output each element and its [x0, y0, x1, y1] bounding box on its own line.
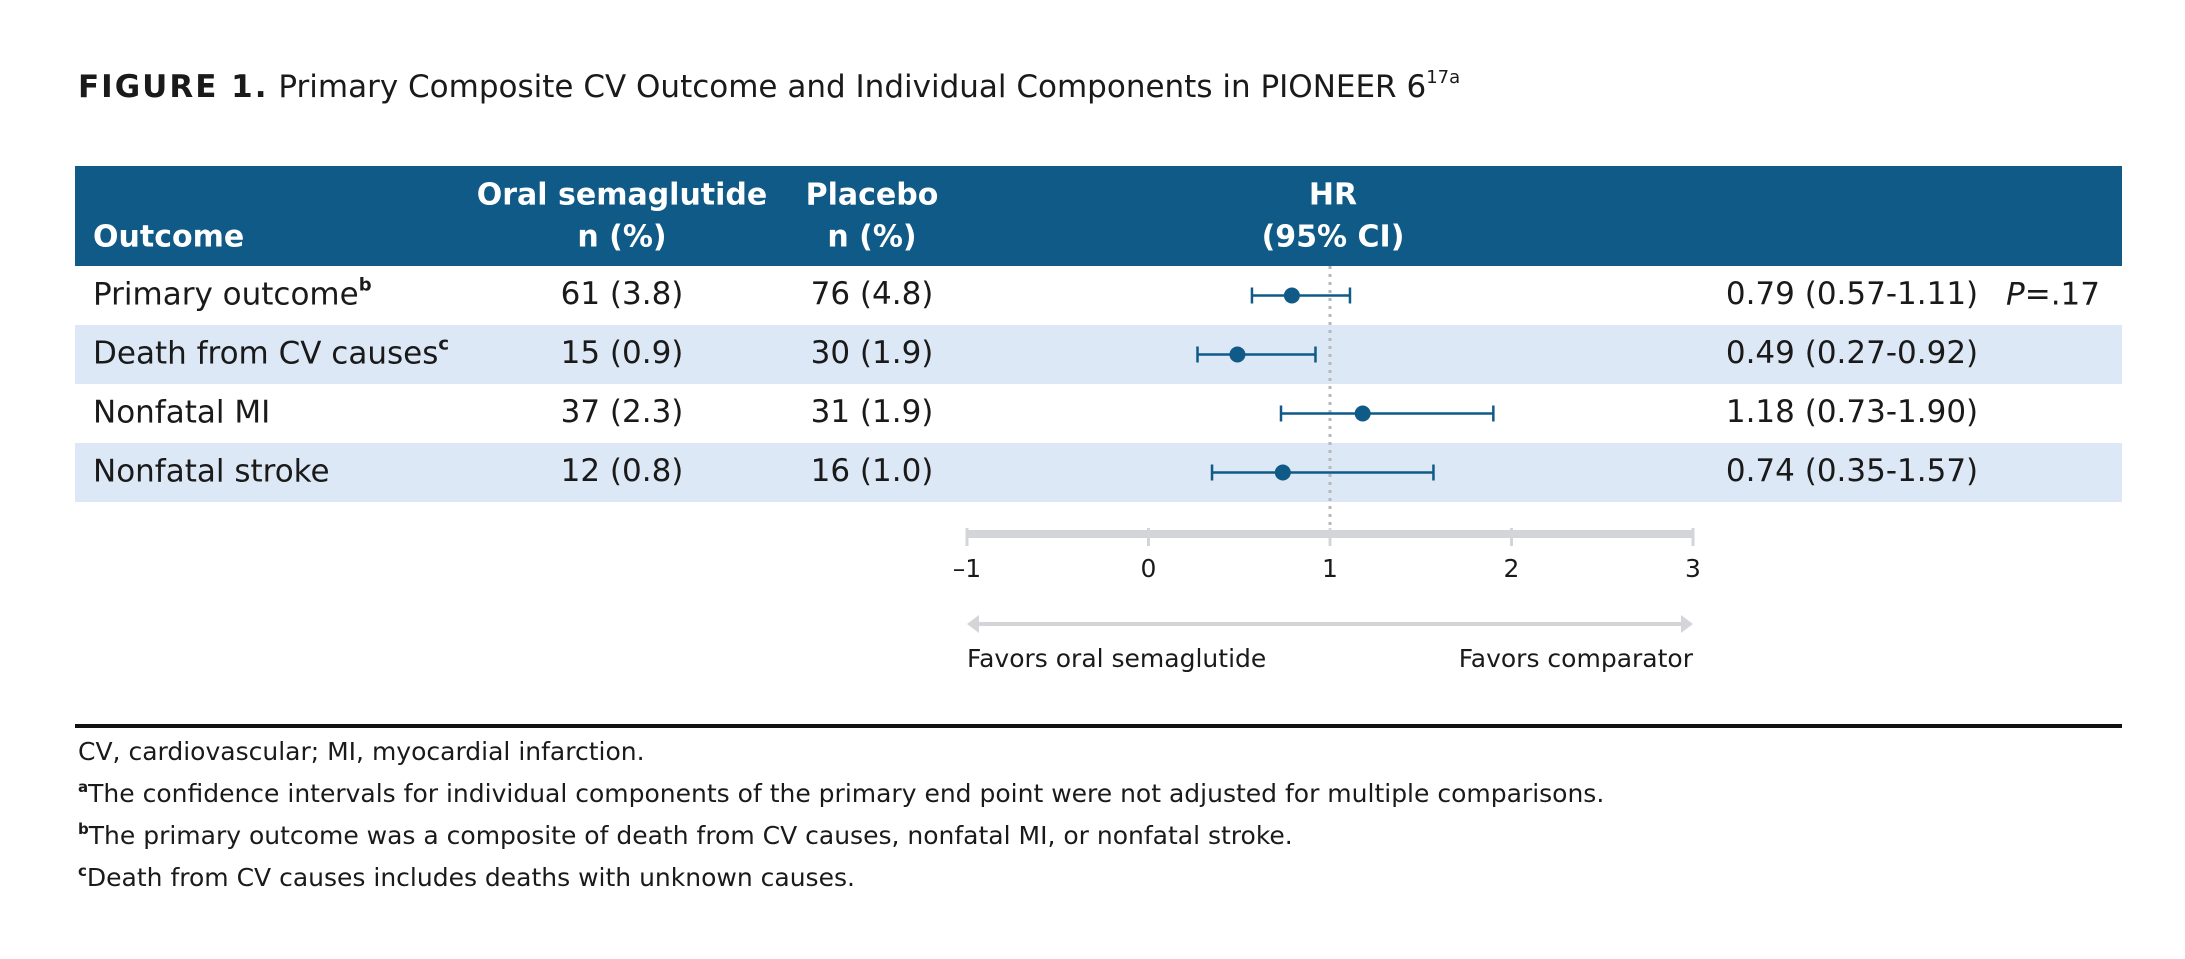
placebo-n: 76 (4.8) [811, 276, 934, 312]
hr-label: 0.74 (0.35-1.57) [1726, 453, 1978, 489]
outcome-name: Primary outcome [93, 276, 359, 312]
x-tick-label: 2 [1504, 554, 1520, 583]
outcome-sup: b [359, 275, 372, 296]
p-number: =.17 [2025, 276, 2100, 312]
treatment-n: 12 (0.8) [561, 453, 684, 489]
point-estimate [1229, 346, 1246, 363]
treatment-n: 15 (0.9) [561, 335, 684, 371]
figure-title: FIGURE 1. Primary Composite CV Outcome a… [78, 67, 1460, 105]
header-band [75, 166, 2122, 266]
header-treatment: Oral semaglutide [477, 178, 768, 213]
header-placebo: Placebo [806, 178, 939, 213]
outcome-name: Nonfatal stroke [93, 453, 330, 489]
row-stripe [75, 443, 2122, 502]
outcome-label: Nonfatal stroke [93, 453, 330, 489]
footnote-text: The primary outcome was a composite of d… [88, 821, 1293, 850]
footnote: CV, cardiovascular; MI, myocardial infar… [78, 737, 645, 766]
p-symbol: P [2006, 276, 2025, 312]
x-tick-label: 3 [1685, 554, 1701, 583]
footnote-mark: b [78, 820, 89, 838]
direction-right: Favors comparator [1459, 644, 1694, 673]
point-estimate [1283, 287, 1300, 304]
placebo-n: 30 (1.9) [811, 335, 934, 371]
outcome-sup: c [438, 334, 449, 355]
placebo-n: 16 (1.0) [811, 453, 934, 489]
title-sup: 17a [1426, 67, 1460, 88]
outcome-label: Death from CV causesc [93, 334, 449, 372]
footnote-text: The confidence intervals for individual … [87, 779, 1604, 808]
p-value: P=.17 [2006, 276, 2100, 312]
hr-label: 1.18 (0.73-1.90) [1726, 394, 1978, 430]
x-tick-label: 1 [1322, 554, 1338, 583]
treatment-n: 61 (3.8) [561, 276, 684, 312]
x-tick-label: –1 [953, 554, 981, 583]
placebo-n: 31 (1.9) [811, 394, 934, 430]
x-tick-label: 0 [1141, 554, 1157, 583]
footnote-text: Death from CV causes includes deaths wit… [87, 863, 855, 892]
arrow-head-left [967, 615, 979, 633]
header-treatment: n (%) [577, 220, 666, 255]
header-outcome: Outcome [93, 220, 244, 255]
footnote-mark: a [78, 778, 88, 796]
hr-label: 0.49 (0.27-0.92) [1726, 335, 1978, 371]
point-estimate [1274, 464, 1291, 481]
title-text: Primary Composite CV Outcome and Individ… [278, 69, 1426, 105]
header-placebo: n (%) [827, 220, 916, 255]
footnote-mark: c [78, 862, 87, 880]
outcome-label: Primary outcomeb [93, 275, 372, 313]
point-estimate [1354, 405, 1371, 422]
footnote: bThe primary outcome was a composite of … [78, 820, 1293, 851]
footnote-text: CV, cardiovascular; MI, myocardial infar… [78, 737, 645, 766]
row-stripe [75, 325, 2122, 384]
arrow-head-right [1681, 615, 1693, 633]
footnote: aThe confidence intervals for individual… [78, 778, 1604, 809]
hr-label: 0.79 (0.57-1.11) [1726, 276, 1978, 312]
treatment-n: 37 (2.3) [561, 394, 684, 430]
title-label: FIGURE 1. [78, 69, 269, 105]
outcome-label: Nonfatal MI [93, 394, 270, 430]
header-hr: (95% CI) [1262, 220, 1405, 255]
outcome-name: Death from CV causes [93, 335, 438, 371]
outcome-name: Nonfatal MI [93, 394, 270, 430]
direction-left: Favors oral semaglutide [967, 644, 1266, 673]
footnote: cDeath from CV causes includes deaths wi… [78, 862, 855, 893]
title-space [269, 69, 279, 105]
header-hr: HR [1309, 178, 1357, 213]
